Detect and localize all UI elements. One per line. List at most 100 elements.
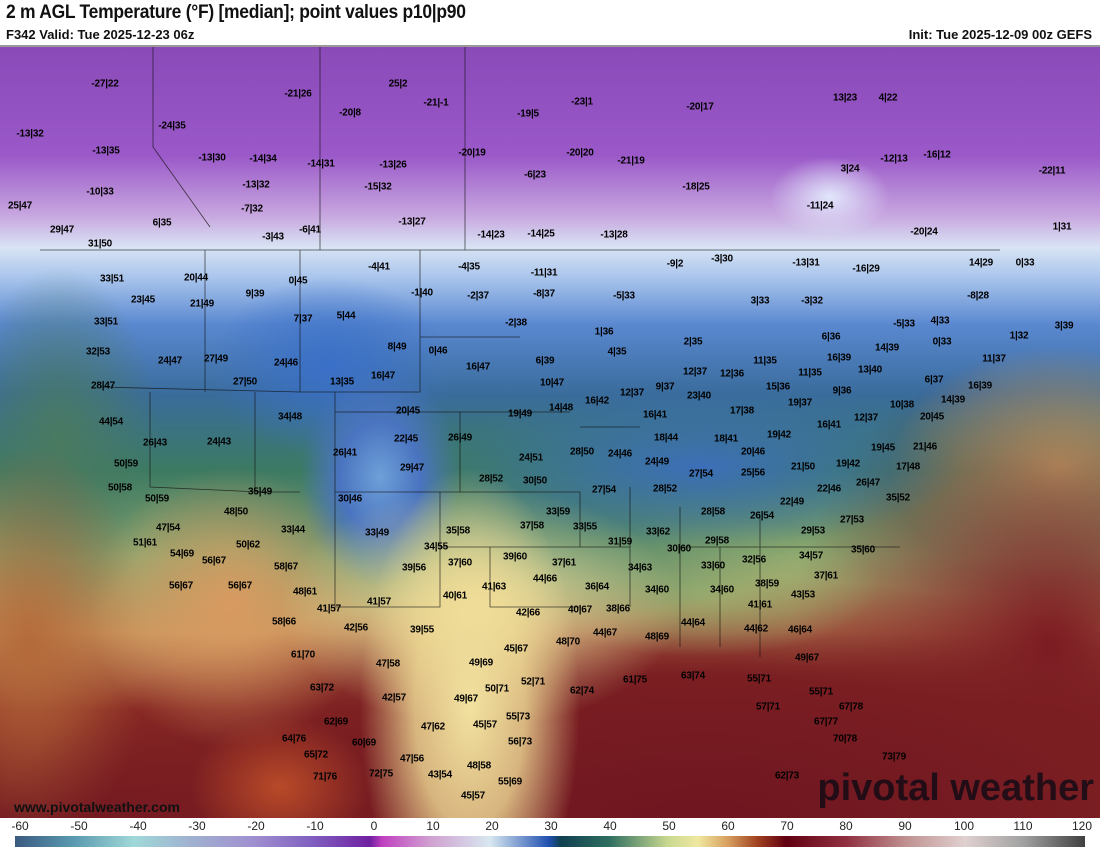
point-value: 29|58 bbox=[704, 535, 730, 547]
point-value: 27|53 bbox=[839, 514, 865, 526]
point-value: 44|64 bbox=[680, 617, 706, 629]
point-value: 0|46 bbox=[428, 345, 448, 357]
point-value: -14|34 bbox=[249, 153, 277, 165]
point-value: 36|64 bbox=[584, 581, 610, 593]
point-value: 28|50 bbox=[569, 446, 595, 458]
point-value: 20|44 bbox=[183, 272, 209, 284]
point-value: 26|41 bbox=[332, 447, 358, 459]
point-value: 73|79 bbox=[881, 751, 907, 763]
point-value: -7|32 bbox=[241, 203, 263, 215]
point-value: 54|69 bbox=[169, 548, 195, 560]
point-value: 22|49 bbox=[779, 496, 805, 508]
point-value: 20|46 bbox=[740, 446, 766, 458]
point-value: 11|35 bbox=[798, 367, 822, 379]
point-value: 33|51 bbox=[99, 273, 125, 285]
point-value: 58|67 bbox=[273, 561, 299, 573]
point-value: -20|24 bbox=[910, 226, 938, 238]
point-value: 13|35 bbox=[329, 376, 355, 388]
point-value: 49|67 bbox=[453, 693, 479, 705]
point-value: 42|56 bbox=[343, 622, 369, 634]
point-value: 64|76 bbox=[281, 733, 307, 745]
point-value: -13|32 bbox=[242, 179, 270, 191]
site-url: www.pivotalweather.com bbox=[14, 799, 180, 815]
point-value: -24|35 bbox=[158, 120, 186, 132]
colorbar-tick-label: 90 bbox=[898, 819, 912, 833]
point-value: 29|47 bbox=[49, 224, 75, 236]
point-value: 35|52 bbox=[885, 492, 911, 504]
point-value: 20|45 bbox=[395, 405, 421, 417]
point-value: 24|46 bbox=[607, 448, 633, 460]
point-value: -9|2 bbox=[666, 258, 684, 270]
point-value: -13|27 bbox=[398, 216, 426, 228]
point-value: -2|38 bbox=[505, 317, 527, 329]
point-value: 67|77 bbox=[813, 716, 839, 728]
point-value: -4|35 bbox=[458, 261, 480, 273]
point-value: -13|28 bbox=[600, 229, 628, 241]
point-value: 3|39 bbox=[1054, 320, 1074, 332]
point-value: -10|33 bbox=[86, 186, 114, 198]
point-value: 71|76 bbox=[312, 771, 338, 783]
point-value: -23|1 bbox=[571, 96, 593, 108]
point-value: 31|50 bbox=[87, 238, 113, 250]
point-value: 33|49 bbox=[364, 527, 390, 539]
point-value: 41|63 bbox=[481, 581, 507, 593]
point-value: 10|38 bbox=[889, 399, 915, 411]
point-value: 38|59 bbox=[754, 578, 780, 590]
point-value: 1|36 bbox=[594, 326, 614, 338]
point-value: 31|59 bbox=[607, 536, 633, 548]
point-value: 58|66 bbox=[271, 616, 297, 628]
point-value: -14|23 bbox=[477, 229, 505, 241]
point-value: -14|25 bbox=[527, 228, 555, 240]
point-value: 39|55 bbox=[409, 624, 435, 636]
point-value: 56|67 bbox=[201, 555, 227, 567]
point-value: 33|44 bbox=[280, 524, 306, 536]
point-value: 12|37 bbox=[682, 366, 708, 378]
point-value: 33|55 bbox=[572, 521, 598, 533]
point-value: 41|61 bbox=[747, 599, 773, 611]
point-value: 0|33 bbox=[932, 336, 952, 348]
point-value: 9|37 bbox=[655, 381, 675, 393]
point-value: -22|11 bbox=[1038, 165, 1066, 177]
point-value: 35|60 bbox=[850, 544, 876, 556]
point-value: 45|57 bbox=[460, 790, 486, 802]
point-value: 30|60 bbox=[666, 543, 692, 555]
point-value: 30|50 bbox=[522, 475, 548, 487]
point-value: 16|41 bbox=[642, 409, 668, 421]
point-value: 11|37 bbox=[982, 353, 1006, 365]
map-title: 2 m AGL Temperature (°F) [median]; point… bbox=[6, 2, 466, 23]
point-value: -21|-1 bbox=[423, 97, 449, 109]
point-value: 10|47 bbox=[539, 377, 565, 389]
point-value: 7|37 bbox=[293, 313, 313, 325]
colorbar-tick-label: -60 bbox=[11, 819, 29, 833]
point-value: 25|2 bbox=[388, 78, 408, 90]
point-value: 41|57 bbox=[316, 603, 342, 615]
point-value: -20|8 bbox=[339, 107, 361, 119]
point-value: 67|78 bbox=[838, 701, 864, 713]
colorbar-tick-label: -10 bbox=[306, 819, 324, 833]
point-value: 25|56 bbox=[740, 467, 766, 479]
point-value: 13|40 bbox=[857, 364, 883, 376]
point-value: -2|37 bbox=[467, 290, 489, 302]
temperature-map[interactable]: -27|22 25|2 -21|26 -21|-1 -23|1 -20|17 13|23 4|… bbox=[0, 45, 1100, 818]
colorbar-tick-label: 120 bbox=[1071, 819, 1093, 833]
point-value: 57|71 bbox=[755, 701, 781, 713]
point-value: -20|17 bbox=[686, 101, 714, 113]
point-value: 45|57 bbox=[472, 719, 498, 731]
point-value: 12|37 bbox=[619, 387, 645, 399]
point-value: 39|56 bbox=[401, 562, 427, 574]
point-value: 63|74 bbox=[680, 670, 706, 682]
point-value: 49|69 bbox=[468, 657, 494, 669]
point-value: 55|73 bbox=[505, 711, 531, 723]
point-value: 33|59 bbox=[545, 506, 571, 518]
point-value: 12|36 bbox=[719, 368, 745, 380]
point-value: 1|32 bbox=[1009, 330, 1029, 342]
point-value: 72|75 bbox=[368, 768, 394, 780]
point-value: -21|19 bbox=[617, 155, 645, 167]
point-value: 21|50 bbox=[790, 461, 816, 473]
point-value: 9|39 bbox=[245, 288, 265, 300]
point-value: -12|13 bbox=[880, 153, 908, 165]
colorbar-tick-label: -50 bbox=[70, 819, 88, 833]
point-value: 43|54 bbox=[427, 769, 453, 781]
point-value: 3|24 bbox=[840, 163, 860, 175]
point-value: 34|63 bbox=[627, 562, 653, 574]
